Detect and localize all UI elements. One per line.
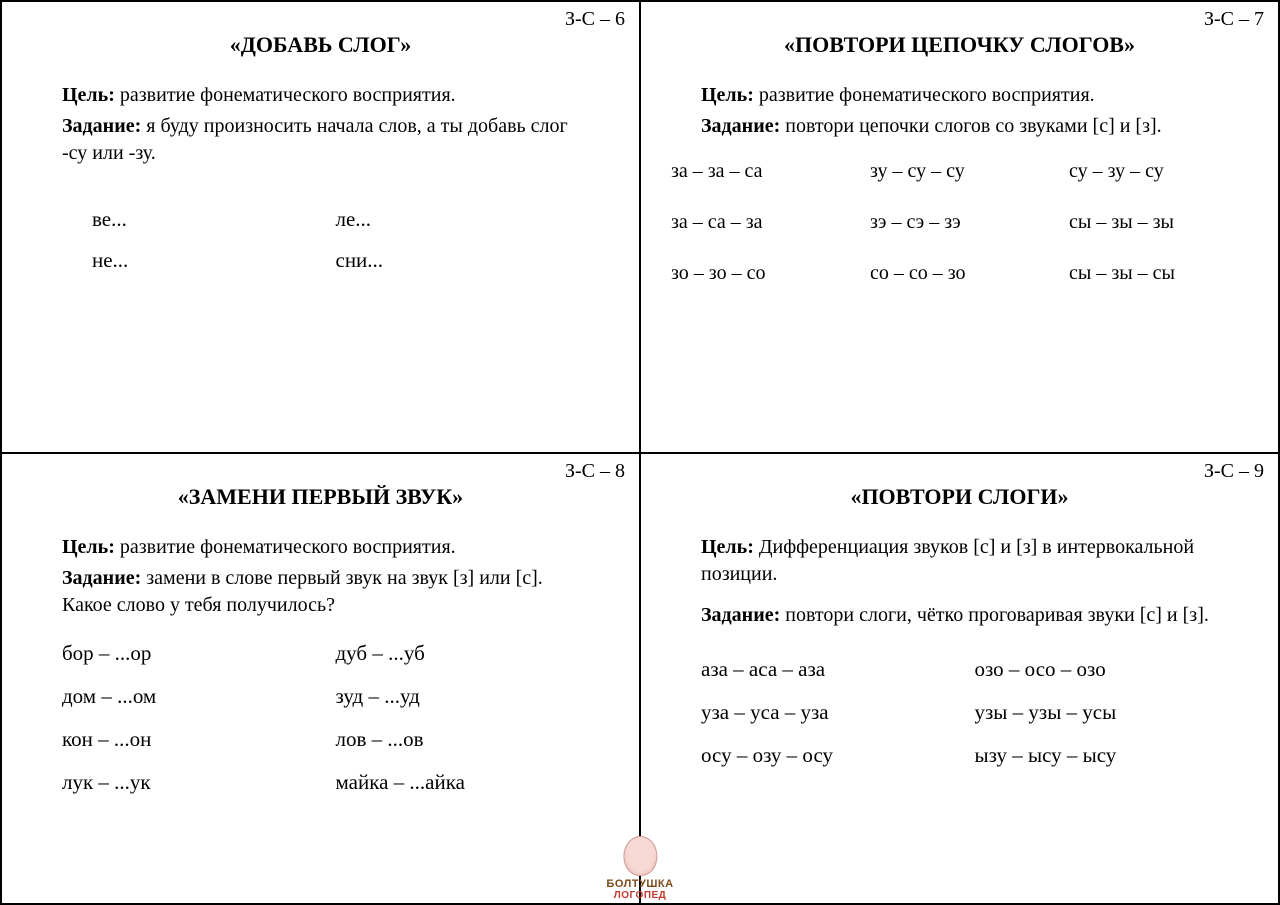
list-item: за – за – са	[671, 160, 850, 183]
list-item: зо – зо – со	[671, 262, 850, 285]
task-label: Задание:	[62, 115, 141, 137]
card-task: Задание: я буду произносить начала слов,…	[62, 113, 579, 167]
list-item: бор – ...ор	[62, 641, 306, 666]
task-label: Задание:	[701, 115, 780, 137]
list-item: кон – ...он	[62, 727, 306, 752]
list-item: узы – узы – усы	[975, 700, 1219, 725]
card-goal: Цель: развитие фонематического восприяти…	[701, 82, 1218, 109]
list-item: озо – осо – озо	[975, 657, 1219, 682]
card-code: З-С – 9	[1204, 460, 1264, 483]
list-item: сы – зы – зы	[1069, 211, 1248, 234]
card-title: «ДОБАВЬ СЛОГ»	[32, 32, 609, 58]
list-item: сни...	[336, 248, 550, 273]
list-item: ве...	[92, 207, 306, 232]
card-title: «ЗАМЕНИ ПЕРВЫЙ ЗВУК»	[32, 484, 609, 510]
list-item: аза – аса – аза	[701, 657, 945, 682]
list-item: зу – су – су	[870, 160, 1049, 183]
goal-label: Цель:	[62, 536, 115, 558]
card-task: Задание: повтори цепочки слогов со звука…	[701, 113, 1218, 140]
card-task: Задание: замени в слове первый звук на з…	[62, 565, 579, 619]
goal-label: Цель:	[701, 536, 754, 558]
list-item: ле...	[336, 207, 550, 232]
card-goal: Цель: Дифференциация звуков [с] и [з] в …	[701, 534, 1218, 588]
card-content: ве... ле... не... сни...	[32, 207, 609, 273]
goal-text: развитие фонематического восприятия.	[754, 84, 1095, 106]
goal-label: Цель:	[62, 84, 115, 106]
goal-label: Цель:	[701, 84, 754, 106]
card-title: «ПОВТОРИ СЛОГИ»	[671, 484, 1248, 510]
list-item: зэ – сэ – зэ	[870, 211, 1049, 234]
goal-text: развитие фонематического восприятия.	[115, 536, 456, 558]
list-item: дуб – ...уб	[336, 641, 580, 666]
task-label: Задание:	[62, 567, 141, 589]
list-item: зуд – ...уд	[336, 684, 580, 709]
card-content: за – за – са зу – су – су су – зу – су з…	[671, 160, 1248, 285]
card-8: З-С – 8 «ЗАМЕНИ ПЕРВЫЙ ЗВУК» Цель: разви…	[1, 453, 640, 905]
card-goal: Цель: развитие фонематического восприяти…	[62, 534, 579, 561]
card-9: З-С – 9 «ПОВТОРИ СЛОГИ» Цель: Дифференци…	[640, 453, 1279, 905]
card-7: З-С – 7 «ПОВТОРИ ЦЕПОЧКУ СЛОГОВ» Цель: р…	[640, 1, 1279, 453]
list-item: со – со – зо	[870, 262, 1049, 285]
card-6: З-С – 6 «ДОБАВЬ СЛОГ» Цель: развитие фон…	[1, 1, 640, 453]
card-goal: Цель: развитие фонематического восприяти…	[62, 82, 579, 109]
list-item: уза – уса – уза	[701, 700, 945, 725]
list-item: су – зу – су	[1069, 160, 1248, 183]
card-code: З-С – 7	[1204, 8, 1264, 31]
task-text: повтори слоги, чётко проговаривая звуки …	[780, 604, 1209, 626]
cards-grid: З-С – 6 «ДОБАВЬ СЛОГ» Цель: развитие фон…	[0, 0, 1280, 905]
card-task: Задание: повтори слоги, чётко проговарив…	[701, 602, 1218, 629]
list-item: не...	[92, 248, 306, 273]
card-content: бор – ...ор дуб – ...уб дом – ...ом зуд …	[32, 641, 609, 795]
card-content: аза – аса – аза озо – осо – озо уза – ус…	[671, 657, 1248, 768]
goal-text: развитие фонематического восприятия.	[115, 84, 456, 106]
list-item: дом – ...ом	[62, 684, 306, 709]
task-text: повтори цепочки слогов со звуками [с] и …	[780, 115, 1161, 137]
list-item: за – са – за	[671, 211, 850, 234]
card-title: «ПОВТОРИ ЦЕПОЧКУ СЛОГОВ»	[671, 32, 1248, 58]
card-code: З-С – 8	[565, 460, 625, 483]
task-label: Задание:	[701, 604, 780, 626]
card-code: З-С – 6	[565, 8, 625, 31]
list-item: ызу – ысу – ысу	[975, 743, 1219, 768]
goal-text: Дифференциация звуков [с] и [з] в интерв…	[701, 536, 1194, 585]
list-item: майка – ...айка	[336, 770, 580, 795]
list-item: лов – ...ов	[336, 727, 580, 752]
list-item: лук – ...ук	[62, 770, 306, 795]
list-item: сы – зы – сы	[1069, 262, 1248, 285]
list-item: осу – озу – осу	[701, 743, 945, 768]
